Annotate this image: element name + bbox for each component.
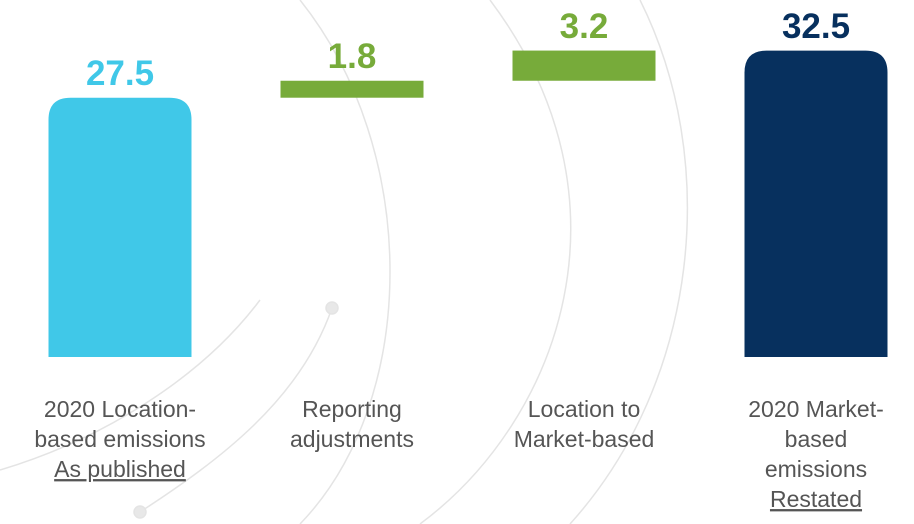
value-label: 27.5 <box>86 54 154 93</box>
category-label: 2020 Location- <box>44 396 196 422</box>
value-label: 3.2 <box>560 7 609 46</box>
background-decoration <box>0 0 689 524</box>
category-note: Restated <box>770 486 862 512</box>
value-label: 1.8 <box>328 37 377 76</box>
value-label: 32.5 <box>782 7 850 46</box>
category-label: based <box>785 426 848 452</box>
category-label: Reporting <box>302 396 402 422</box>
bar <box>512 50 656 81</box>
category-label: 2020 Market- <box>748 396 884 422</box>
category-label: based emissions <box>34 426 205 452</box>
category-label: adjustments <box>290 426 414 452</box>
category-label: emissions <box>765 456 867 482</box>
category-note: As published <box>54 456 186 482</box>
bar <box>280 80 424 98</box>
bar <box>744 50 888 357</box>
category-label: Location to <box>528 396 641 422</box>
bar <box>48 97 192 357</box>
category-label: Market-based <box>514 426 655 452</box>
